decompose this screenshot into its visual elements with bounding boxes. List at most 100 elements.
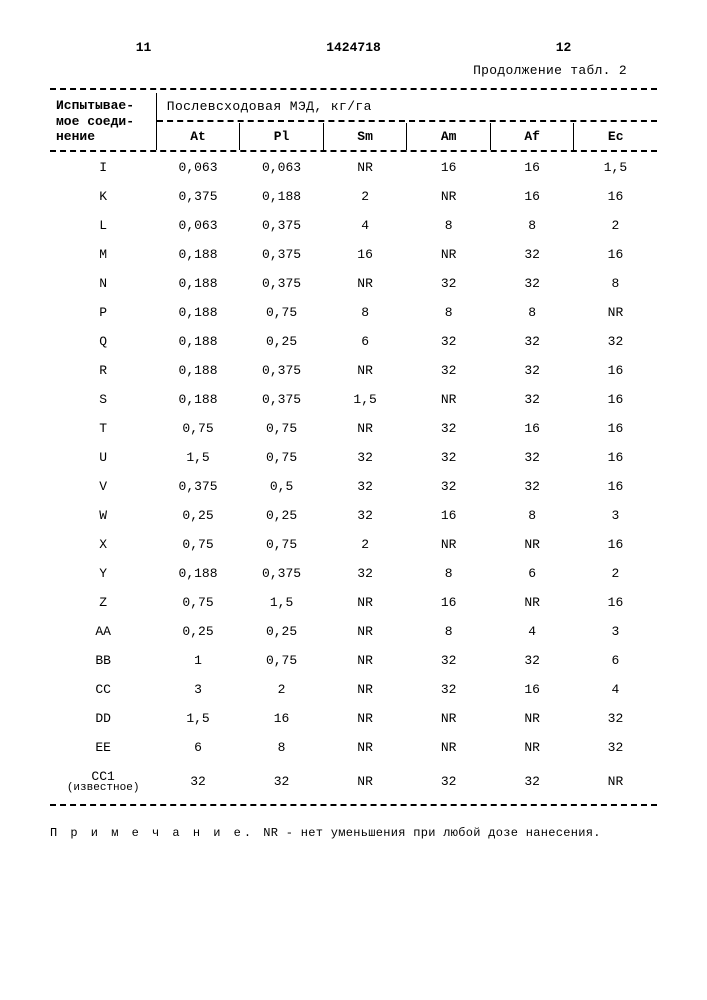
- compound-id: W: [50, 501, 156, 530]
- data-cell: 16: [490, 153, 574, 182]
- data-cell: NR: [323, 762, 407, 801]
- data-cell: NR: [323, 646, 407, 675]
- data-cell: NR: [407, 385, 491, 414]
- data-cell: 32: [323, 472, 407, 501]
- data-cell: 16: [490, 675, 574, 704]
- left-page-number: 11: [94, 40, 194, 55]
- data-cell: 0,75: [240, 646, 324, 675]
- data-cell: 32: [240, 762, 324, 801]
- bottom-rule: [50, 804, 657, 806]
- table-row: P0,1880,75888NR: [50, 298, 657, 327]
- compound-id: CC1(известное): [50, 762, 156, 801]
- data-cell: 0,375: [240, 211, 324, 240]
- data-cell: 32: [490, 472, 574, 501]
- data-cell: 16: [574, 472, 657, 501]
- row-header-label: Испытывае- мое соеди- нение: [50, 93, 156, 150]
- data-cell: 0,375: [240, 559, 324, 588]
- table-row: N0,1880,375NR32328: [50, 269, 657, 298]
- data-cell: 32: [323, 443, 407, 472]
- data-cell: 16: [574, 385, 657, 414]
- data-cell: 8: [323, 298, 407, 327]
- data-cell: 0,75: [240, 443, 324, 472]
- data-cell: 16: [574, 240, 657, 269]
- data-cell: 4: [490, 617, 574, 646]
- data-cell: 0,75: [240, 530, 324, 559]
- compound-id: Q: [50, 327, 156, 356]
- data-cell: 0,75: [156, 530, 240, 559]
- data-cell: 0,375: [156, 472, 240, 501]
- data-cell: 32: [323, 559, 407, 588]
- data-cell: 0,25: [156, 617, 240, 646]
- data-cell: 2: [323, 530, 407, 559]
- data-cell: 16: [574, 414, 657, 443]
- data-cell: 32: [407, 443, 491, 472]
- data-cell: NR: [574, 298, 657, 327]
- data-cell: 6: [156, 733, 240, 762]
- compound-id: L: [50, 211, 156, 240]
- data-cell: NR: [323, 588, 407, 617]
- data-cell: 3: [574, 617, 657, 646]
- footnote: П р и м е ч а н и е. NR - нет уменьшения…: [50, 826, 657, 840]
- compound-id: S: [50, 385, 156, 414]
- data-cell: 6: [490, 559, 574, 588]
- data-cell: 1: [156, 646, 240, 675]
- data-cell: NR: [323, 153, 407, 182]
- data-cell: 32: [407, 646, 491, 675]
- table-row: U1,50,7532323216: [50, 443, 657, 472]
- data-cell: 32: [407, 675, 491, 704]
- data-cell: NR: [490, 588, 574, 617]
- col-af: Af: [490, 123, 574, 150]
- table-row: Z0,751,5NR16NR16: [50, 588, 657, 617]
- table-row: M0,1880,37516NR3216: [50, 240, 657, 269]
- col-ec: Ec: [574, 123, 657, 150]
- data-cell: 32: [574, 704, 657, 733]
- data-cell: 0,25: [240, 327, 324, 356]
- data-cell: NR: [407, 733, 491, 762]
- compound-id: X: [50, 530, 156, 559]
- compound-note: (известное): [54, 782, 152, 794]
- document-number: 1424718: [304, 40, 404, 55]
- data-cell: 32: [490, 762, 574, 801]
- col-pl: Pl: [240, 123, 324, 150]
- data-cell: 32: [407, 327, 491, 356]
- data-cell: 8: [407, 617, 491, 646]
- data-cell: 6: [323, 327, 407, 356]
- table-row: L0,0630,3754882: [50, 211, 657, 240]
- data-cell: 16: [574, 443, 657, 472]
- compound-id: DD: [50, 704, 156, 733]
- data-cell: 8: [490, 298, 574, 327]
- compound-id: I: [50, 153, 156, 182]
- data-cell: 0,25: [156, 501, 240, 530]
- group-header: Послевсходовая МЭД, кг/га: [156, 93, 657, 120]
- data-cell: 6: [574, 646, 657, 675]
- data-cell: 32: [407, 762, 491, 801]
- data-cell: 0,063: [156, 211, 240, 240]
- data-cell: 0,25: [240, 501, 324, 530]
- data-cell: 4: [323, 211, 407, 240]
- data-cell: 1,5: [323, 385, 407, 414]
- data-cell: 8: [490, 501, 574, 530]
- data-cell: 32: [407, 356, 491, 385]
- data-cell: 0,75: [240, 298, 324, 327]
- data-cell: 0,5: [240, 472, 324, 501]
- col-at: At: [156, 123, 240, 150]
- table-row: V0,3750,532323216: [50, 472, 657, 501]
- data-cell: 16: [407, 501, 491, 530]
- data-cell: 8: [407, 211, 491, 240]
- compound-id: AA: [50, 617, 156, 646]
- compound-id: M: [50, 240, 156, 269]
- data-cell: 1,5: [240, 588, 324, 617]
- table-row: X0,750,752NRNR16: [50, 530, 657, 559]
- table-row: AA0,250,25NR843: [50, 617, 657, 646]
- table-row: T0,750,75NR321616: [50, 414, 657, 443]
- data-cell: 32: [490, 269, 574, 298]
- data-cell: 0,188: [240, 182, 324, 211]
- data-cell: 8: [490, 211, 574, 240]
- compound-id: N: [50, 269, 156, 298]
- data-cell: 8: [574, 269, 657, 298]
- data-cell: 16: [574, 588, 657, 617]
- data-cell: 0,063: [156, 153, 240, 182]
- data-cell: 0,375: [240, 240, 324, 269]
- compound-id: BB: [50, 646, 156, 675]
- data-cell: 16: [407, 153, 491, 182]
